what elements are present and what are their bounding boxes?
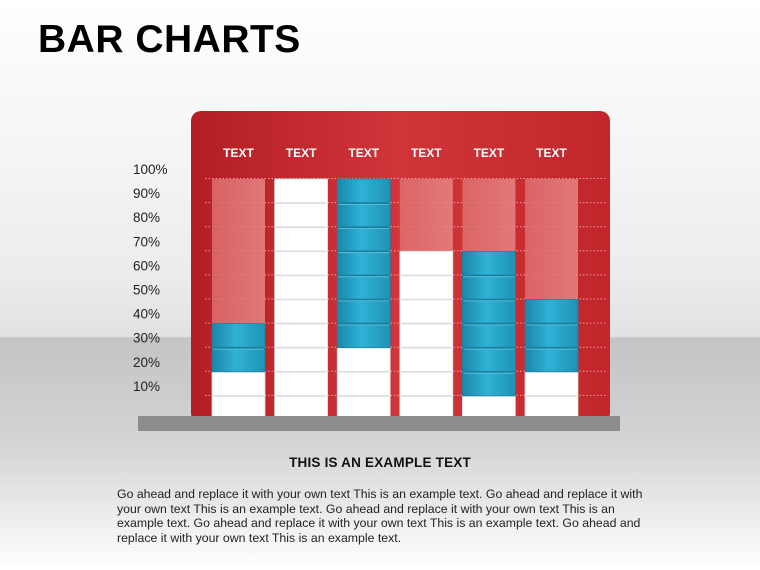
bar-segment-blue: [336, 178, 391, 349]
caption-heading: THIS IS AN EXAMPLE TEXT: [289, 455, 471, 470]
page-title: BAR CHARTS: [38, 18, 301, 61]
y-tick-label: 10%: [133, 379, 160, 394]
y-tick-label: 80%: [133, 210, 160, 225]
y-tick-label: 70%: [133, 234, 160, 249]
bar-segment-white: [399, 250, 454, 421]
bar-segment-white: [336, 347, 391, 421]
category-label: TEXT: [536, 146, 567, 160]
y-tick-label: 90%: [133, 186, 160, 201]
y-tick-label: 30%: [133, 331, 160, 346]
y-tick-label: 60%: [133, 258, 160, 273]
y-tick-label: 20%: [133, 355, 160, 370]
category-label: TEXT: [348, 146, 379, 160]
y-tick-label: 50%: [133, 283, 160, 298]
category-label: TEXT: [411, 146, 442, 160]
category-label: TEXT: [474, 146, 505, 160]
category-label: TEXT: [223, 146, 254, 160]
chart-base: [138, 416, 620, 431]
body-paragraph: Go ahead and replace it with your own te…: [117, 487, 643, 545]
category-label: TEXT: [286, 146, 317, 160]
y-tick-label: 100%: [133, 162, 168, 177]
y-tick-label: 40%: [133, 307, 160, 322]
bar-segment-blue: [524, 299, 579, 373]
